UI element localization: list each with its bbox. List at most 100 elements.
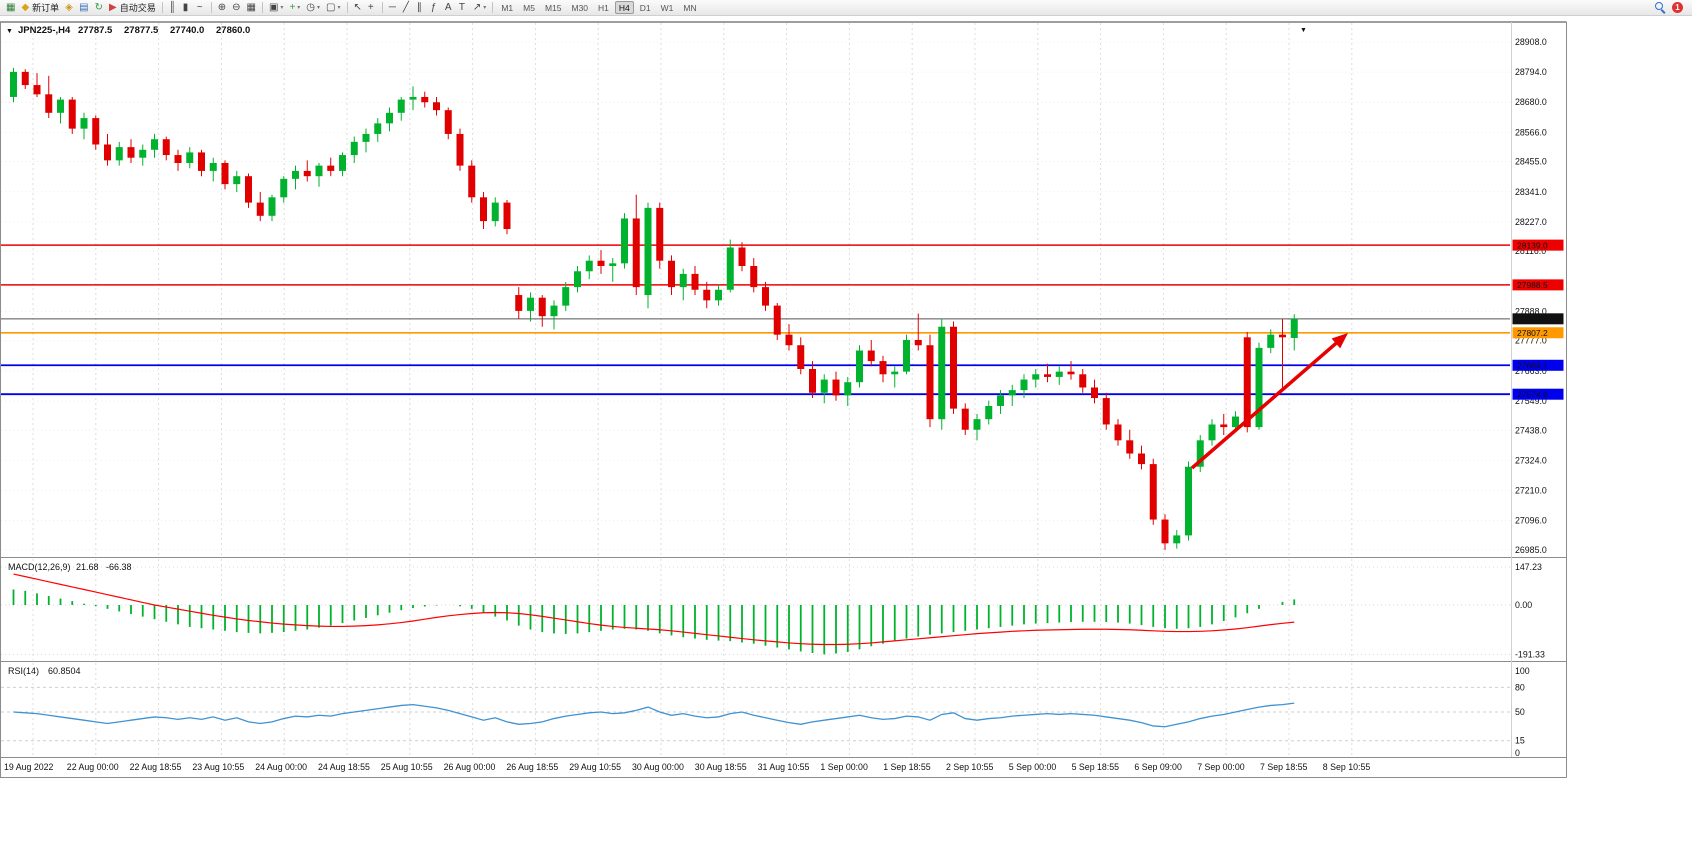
candlestick-chart-type-button[interactable]: ▮ <box>180 1 194 14</box>
candle <box>409 86 417 111</box>
candle <box>914 313 922 351</box>
toolbar-separator <box>492 2 494 13</box>
bar-chart-type-button[interactable]: ║ <box>166 1 180 14</box>
candle <box>1243 332 1251 433</box>
crosshair-button[interactable]: + <box>365 1 379 14</box>
templates-button[interactable]: ▢ ▾ <box>323 1 343 14</box>
candle <box>597 250 605 274</box>
candle <box>127 139 135 163</box>
candle <box>961 403 969 436</box>
toolbar-right: 1 <box>1655 2 1689 13</box>
timeframe-m1-button[interactable]: M1 <box>497 1 517 14</box>
candle <box>1279 318 1286 388</box>
time-axis-label: 29 Aug 10:55 <box>569 762 621 772</box>
chevron-down-icon: ▾ <box>337 5 341 11</box>
candle <box>80 112 88 140</box>
candle <box>1196 435 1204 473</box>
candle <box>315 162 323 187</box>
candle <box>997 390 1004 414</box>
cursor-button[interactable]: ↖ <box>351 1 365 14</box>
periods-button[interactable]: ◷ ▾ <box>303 1 323 14</box>
time-axis-label: 1 Sep 00:00 <box>820 762 868 772</box>
candle <box>280 176 288 203</box>
timeframe-m15-button[interactable]: M15 <box>541 1 566 14</box>
toolbar-separator <box>346 2 348 13</box>
candle <box>538 295 546 327</box>
candle <box>245 173 252 208</box>
candle <box>1208 419 1216 446</box>
trend-arrow[interactable] <box>1190 333 1348 470</box>
price-badge-value: 27988.5 <box>1517 280 1548 290</box>
line-chart-type-button[interactable]: ~ <box>194 1 208 14</box>
rsi-axis-label: 100 <box>1515 666 1530 676</box>
time-axis-label: 22 Aug 18:55 <box>130 762 182 772</box>
chart-collapse-icon[interactable]: ▼ <box>6 28 13 35</box>
crosshair-icon: + <box>367 1 374 13</box>
grid-layer <box>1 23 1510 757</box>
macd-axis-label: 147.23 <box>1515 562 1542 572</box>
trendline-button[interactable]: ╱ <box>400 1 414 14</box>
price-badge-value: 27807.2 <box>1517 328 1548 338</box>
equidistant-channel-button[interactable]: ∥ <box>414 1 428 14</box>
notification-badge[interactable]: 1 <box>1672 2 1683 13</box>
refresh-button[interactable]: ↻ <box>92 1 106 14</box>
candle <box>1267 329 1275 354</box>
candle <box>444 107 452 140</box>
time-axis-label: 25 Aug 10:55 <box>381 762 433 772</box>
candle <box>515 287 523 319</box>
autotrading-label: 自动交易 <box>119 3 156 13</box>
rsi-axis-label: 15 <box>1515 736 1525 746</box>
new-order-button[interactable]: ◆ 新订单 <box>18 1 62 14</box>
refresh-icon: ↻ <box>94 1 104 13</box>
chart-corner-arrow-icon[interactable]: ▼ <box>1300 27 1307 34</box>
candle <box>973 413 981 441</box>
timeframe-d1-button[interactable]: D1 <box>636 1 655 14</box>
macd-signal-line <box>13 573 1295 646</box>
candle <box>703 281 711 309</box>
new-chart-button[interactable]: ▦ <box>3 1 18 14</box>
time-axis-label: 23 Aug 10:55 <box>192 762 244 772</box>
timeframe-mn-button[interactable]: MN <box>679 1 700 14</box>
mql-editor-button[interactable]: ◈ <box>62 1 76 14</box>
price-axis-label: 27549.0 <box>1515 396 1547 406</box>
candle <box>421 91 429 108</box>
chart-area[interactable]: 147.23 0.00 -191.33 100 80 50 15 0 28908.0 2879… <box>0 20 1568 780</box>
macd-label: MACD(12,26,9) <box>8 562 71 572</box>
time-axis-label: 2 Sep 10:55 <box>946 762 994 772</box>
arrows-tool-button[interactable]: ↗ ▾ <box>470 1 489 14</box>
candle <box>938 318 946 430</box>
timeframe-w1-button[interactable]: W1 <box>657 1 678 14</box>
candle <box>1126 429 1134 459</box>
timeframe-m5-button[interactable]: M5 <box>519 1 539 14</box>
candle <box>609 258 617 282</box>
text-label-button[interactable]: T <box>456 1 470 14</box>
charts-list-button[interactable]: ▣ ▾ <box>266 1 286 14</box>
price-badge-value: 27684.1 <box>1517 360 1548 370</box>
candle <box>57 96 64 124</box>
navigator-button[interactable]: ▤ <box>76 1 91 14</box>
price-badge-value: 27860.0 <box>1517 314 1548 324</box>
text-button[interactable]: A <box>442 1 456 14</box>
search-icon[interactable] <box>1655 2 1666 13</box>
chart-symbol-period: JPN225-,H4 <box>18 25 71 36</box>
candle <box>715 284 722 306</box>
horizontal-level-lines[interactable] <box>1 244 1510 396</box>
timeframe-h4-button[interactable]: H4 <box>614 1 634 14</box>
timeframe-m30-button[interactable]: M30 <box>567 1 592 14</box>
horizontal-line-button[interactable]: ─ <box>386 1 400 14</box>
indicators-button[interactable]: + ▾ <box>286 1 303 14</box>
timeframe-h1-button[interactable]: H1 <box>594 1 613 14</box>
tile-windows-button[interactable]: ▦ <box>244 1 259 14</box>
price-axis-label: 27888.0 <box>1515 306 1547 316</box>
zoom-in-button[interactable]: ⊕ <box>215 1 229 14</box>
candle <box>1044 363 1051 383</box>
autotrading-button[interactable]: ▶ 自动交易 <box>106 1 159 14</box>
price-axis[interactable]: 28908.0 28794.0 28680.0 28566.0 28455.0 28341… <box>1512 37 1564 555</box>
candle <box>585 255 593 280</box>
zoom-out-button[interactable]: ⊖ <box>229 1 243 14</box>
time-axis-label: 24 Aug 00:00 <box>255 762 307 772</box>
candle <box>92 115 100 150</box>
time-axis[interactable]: 19 Aug 2022 22 Aug 00:00 22 Aug 18:55 23 Au… <box>4 762 1370 772</box>
fibonacci-button[interactable]: ƒ <box>428 1 442 14</box>
candle <box>1020 374 1028 399</box>
